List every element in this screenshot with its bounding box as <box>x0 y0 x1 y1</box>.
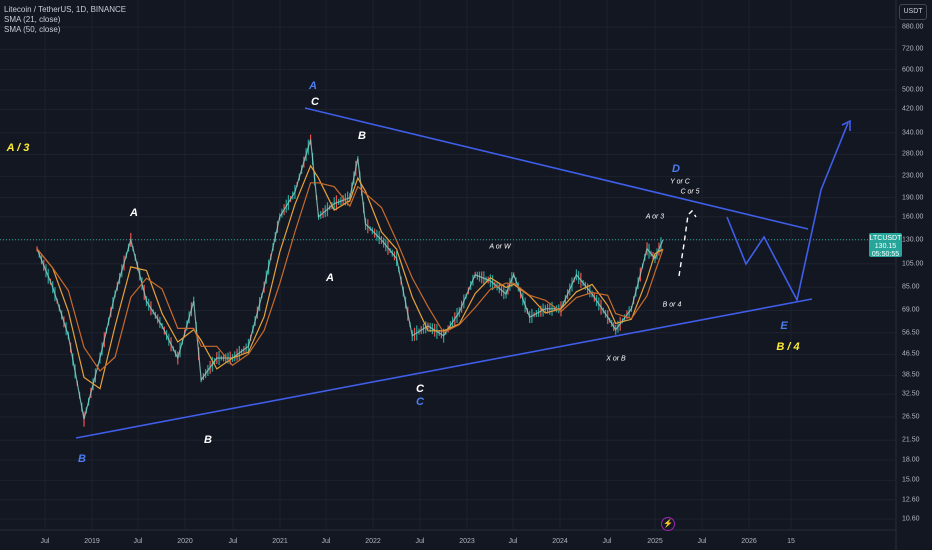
x-tick-label: 2023 <box>459 538 475 545</box>
y-tick-label: 230.00 <box>902 172 924 180</box>
wave-label: C or 5 <box>680 188 700 196</box>
wave-label: B <box>204 434 212 446</box>
y-tick-label: 720.00 <box>902 45 924 53</box>
wave-label: C <box>311 96 319 108</box>
x-tick-label: Jul <box>133 538 143 545</box>
y-tick-label: 38.50 <box>902 371 920 379</box>
wave-label: X or B <box>606 355 626 363</box>
y-tick-label: 160.00 <box>902 213 924 221</box>
y-tick-label: 130.00 <box>902 236 924 244</box>
x-tick-label: 2021 <box>272 538 288 545</box>
chart-legend: Litecoin / TetherUS, 1D, BINANCE SMA (21… <box>4 5 126 35</box>
y-tick-label: 10.60 <box>902 515 920 523</box>
x-tick-label: Jul <box>697 538 707 545</box>
x-tick-label: 2019 <box>84 538 100 545</box>
currency-button[interactable]: USDT <box>899 4 927 20</box>
lower-trendline <box>75 298 813 439</box>
x-tick-label: 15 <box>787 538 795 545</box>
projection-path <box>726 122 849 303</box>
symbol-title: Litecoin / TetherUS, 1D, BINANCE <box>4 5 127 14</box>
projection-arrowhead <box>841 119 851 131</box>
lightning-icon[interactable]: ⚡ <box>661 517 675 531</box>
y-tick-label: 69.00 <box>902 306 920 314</box>
wave-label: C <box>416 396 424 408</box>
wave-label: B <box>358 130 366 142</box>
x-tick-label: Jul <box>508 538 518 545</box>
wave-label: A or 3 <box>645 213 665 221</box>
wave-label: A / 3 <box>6 142 30 154</box>
y-tick-label: 105.00 <box>902 260 924 268</box>
y-tick-label: 46.50 <box>902 350 920 358</box>
x-tick-label: 2020 <box>177 538 193 545</box>
x-tick-label: Jul <box>40 538 50 545</box>
y-tick-label: 880.00 <box>902 23 924 31</box>
wave-label: B or 4 <box>662 301 682 309</box>
x-tick-label: Jul <box>228 538 238 545</box>
wave-label: D <box>672 163 680 175</box>
wave-label: C <box>416 383 424 395</box>
y-tick-label: 85.00 <box>902 283 920 291</box>
y-tick-label: 190.00 <box>902 194 924 202</box>
x-tick-label: 2024 <box>552 538 568 545</box>
y-tick-label: 600.00 <box>902 66 924 74</box>
last-price-label: LTCUSDT 130.15 05:50:55 <box>869 233 902 258</box>
wave-label: Y or C <box>670 178 690 186</box>
wave-label: A <box>130 207 138 219</box>
y-tick-label: 18.00 <box>902 456 920 464</box>
x-tick-label: 2025 <box>647 538 663 545</box>
price-line <box>36 139 664 420</box>
x-tick-label: 2022 <box>365 538 381 545</box>
x-tick-label: 2026 <box>741 538 757 545</box>
y-tick-label: 420.00 <box>902 105 924 113</box>
y-tick-label: 15.00 <box>902 476 920 484</box>
dashed-projection <box>678 209 697 277</box>
y-tick-label: 26.50 <box>902 413 920 421</box>
sma21-line <box>36 164 664 390</box>
price-label-price: 130.15 <box>874 243 897 250</box>
sma21-legend: SMA (21, close) <box>4 15 61 24</box>
wave-label: B <box>78 453 86 465</box>
wave-label: B / 4 <box>776 341 800 353</box>
wave-label: A or W <box>489 243 511 251</box>
x-tick-label: Jul <box>415 538 425 545</box>
sma50-legend: SMA (50, close) <box>4 25 61 34</box>
wave-label: E <box>780 320 788 332</box>
price-label-symbol: LTCUSDT <box>869 235 902 242</box>
y-tick-label: 32.50 <box>902 390 920 398</box>
x-tick-label: Jul <box>602 538 612 545</box>
upper-trendline <box>304 107 809 230</box>
y-tick-label: 500.00 <box>902 86 924 94</box>
y-tick-label: 280.00 <box>902 150 924 158</box>
y-tick-label: 21.50 <box>902 436 920 444</box>
y-tick-label: 56.50 <box>902 329 920 337</box>
price-label-countdown: 05:50:55 <box>871 251 900 258</box>
x-tick-label: Jul <box>321 538 331 545</box>
y-tick-label: 12.60 <box>902 496 920 504</box>
sma50-line <box>36 182 664 372</box>
wave-label: A <box>309 80 317 92</box>
wave-label: A <box>326 272 334 284</box>
y-tick-label: 340.00 <box>902 129 924 137</box>
